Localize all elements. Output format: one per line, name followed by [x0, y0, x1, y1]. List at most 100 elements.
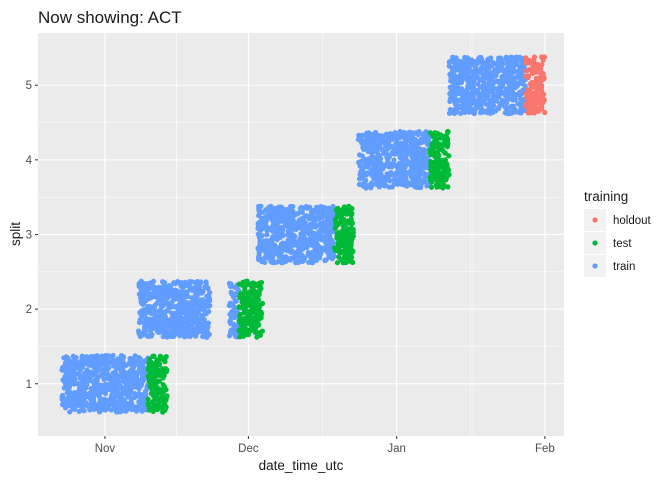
- point-train: [144, 287, 150, 294]
- point-test: [237, 294, 243, 300]
- point-test: [346, 218, 352, 225]
- point-test: [248, 318, 255, 324]
- point-holdout: [524, 95, 530, 101]
- point-train: [409, 152, 415, 158]
- point-test: [432, 130, 438, 136]
- point-train: [106, 365, 112, 371]
- point-train: [318, 205, 324, 211]
- point-train: [515, 80, 521, 86]
- point-test: [348, 206, 354, 212]
- point-train: [158, 285, 165, 291]
- point-train: [493, 98, 500, 104]
- point-train: [423, 129, 429, 135]
- point-train: [178, 330, 184, 336]
- point-train: [464, 108, 470, 115]
- point-train: [231, 284, 237, 290]
- point-train: [117, 395, 123, 402]
- point-train: [286, 244, 292, 250]
- y-tick-label: 5: [26, 80, 32, 92]
- point-train: [232, 312, 238, 319]
- point-train: [324, 231, 330, 238]
- point-holdout: [536, 86, 542, 92]
- point-train: [503, 54, 509, 60]
- point-train: [399, 131, 406, 137]
- point-train: [302, 242, 308, 249]
- point-test: [153, 362, 159, 368]
- point-train: [256, 212, 262, 219]
- point-test: [158, 404, 164, 410]
- point-train: [449, 86, 455, 92]
- point-train: [398, 148, 405, 155]
- point-train: [514, 54, 521, 60]
- point-test: [428, 162, 434, 169]
- point-train: [381, 162, 387, 168]
- point-test: [250, 297, 256, 303]
- point-train: [144, 333, 151, 339]
- point-train: [288, 226, 294, 232]
- point-train: [162, 280, 168, 286]
- point-train: [65, 357, 71, 363]
- point-train: [279, 218, 286, 224]
- point-train: [367, 147, 374, 153]
- point-train: [490, 92, 496, 98]
- point-train: [109, 399, 115, 405]
- point-train: [499, 99, 505, 105]
- point-train: [86, 393, 92, 399]
- point-train: [138, 292, 145, 298]
- point-train: [503, 97, 509, 103]
- point-train: [465, 103, 471, 109]
- point-train: [329, 207, 335, 213]
- point-test: [430, 141, 436, 147]
- point-train: [371, 142, 377, 148]
- point-train: [283, 207, 289, 213]
- point-test: [443, 133, 449, 139]
- point-train: [503, 73, 509, 79]
- point-train: [170, 326, 176, 332]
- point-test: [436, 152, 442, 158]
- point-train: [141, 314, 148, 320]
- point-train: [189, 279, 195, 285]
- point-train: [502, 110, 508, 116]
- point-test: [343, 230, 349, 237]
- point-train: [138, 318, 144, 325]
- point-train: [196, 318, 202, 324]
- point-train: [139, 375, 146, 381]
- point-train: [82, 390, 88, 397]
- point-train: [397, 141, 403, 148]
- point-train: [192, 333, 199, 339]
- point-train: [203, 283, 209, 289]
- point-train: [256, 208, 262, 214]
- point-train: [255, 224, 261, 230]
- point-holdout: [526, 67, 532, 73]
- point-train: [363, 133, 369, 139]
- point-train: [119, 362, 126, 368]
- point-train: [166, 282, 173, 289]
- point-test: [242, 329, 249, 335]
- y-tick-label: 4: [26, 155, 33, 167]
- point-train: [139, 408, 145, 414]
- point-train: [468, 97, 474, 103]
- point-train: [289, 239, 295, 245]
- point-train: [166, 317, 172, 323]
- legend-label-train: train: [613, 261, 635, 273]
- point-train: [175, 279, 181, 285]
- point-holdout: [540, 97, 547, 103]
- point-train: [70, 406, 76, 412]
- point-train: [446, 63, 452, 69]
- point-train: [373, 154, 379, 160]
- point-train: [109, 392, 115, 398]
- point-train: [110, 357, 117, 363]
- point-train: [233, 298, 239, 304]
- point-train: [385, 139, 392, 145]
- point-train: [463, 93, 469, 100]
- point-train: [96, 389, 102, 395]
- point-train: [378, 133, 384, 139]
- point-train: [467, 68, 473, 75]
- point-train: [394, 150, 400, 157]
- point-test: [242, 300, 248, 307]
- point-test: [239, 323, 245, 329]
- point-train: [480, 109, 486, 115]
- point-train: [511, 77, 517, 83]
- point-train: [298, 205, 304, 211]
- point-train: [227, 281, 234, 287]
